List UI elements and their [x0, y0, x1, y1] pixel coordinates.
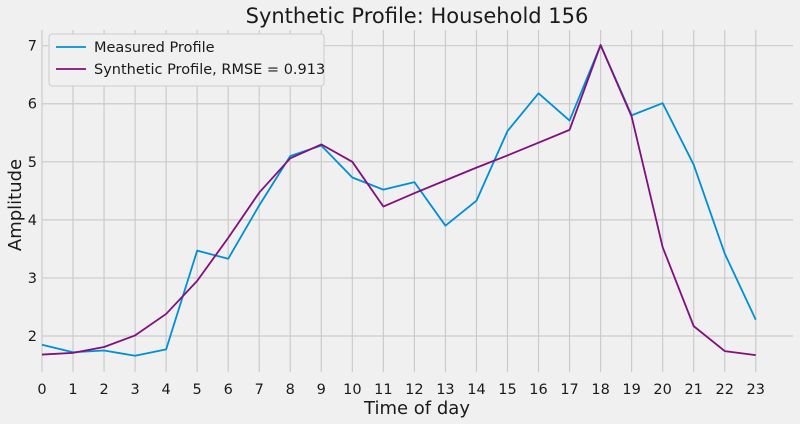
- legend: Measured Profile Synthetic Profile, RMSE…: [48, 33, 325, 87]
- chart-title: Synthetic Profile: Household 156: [246, 4, 589, 28]
- x-tick-label: 14: [467, 382, 485, 398]
- x-tick-label: 6: [224, 382, 233, 398]
- x-tick-label: 2: [99, 382, 108, 398]
- x-tick-label: 10: [343, 382, 361, 398]
- x-tick-label: 20: [653, 382, 671, 398]
- legend-label-measured: Measured Profile: [94, 40, 215, 56]
- y-tick-label: 6: [28, 97, 37, 113]
- x-tick-label: 18: [591, 382, 609, 398]
- x-tick-label: 12: [405, 382, 423, 398]
- x-tick-label: 19: [622, 382, 640, 398]
- x-tick-label: 5: [193, 382, 202, 398]
- x-tick-label: 9: [317, 382, 326, 398]
- x-tick-label: 1: [68, 382, 77, 398]
- x-tick-label: 23: [747, 382, 765, 398]
- y-axis-label: Amplitude: [5, 159, 26, 251]
- x-tick-label: 22: [716, 382, 734, 398]
- synthetic-profile-line: [41, 44, 756, 357]
- series-lines: [41, 44, 757, 357]
- x-tick-label: 15: [498, 382, 516, 398]
- x-tick-label: 13: [436, 382, 454, 398]
- x-tick-label: 7: [255, 382, 264, 398]
- x-tick-label: 16: [529, 382, 547, 398]
- grid: [41, 30, 793, 372]
- x-tick-label: 0: [37, 382, 46, 398]
- x-tick-label: 3: [130, 382, 139, 398]
- x-tick-label: 4: [162, 382, 171, 398]
- x-tick-label: 17: [560, 382, 578, 398]
- y-tick-label: 3: [28, 271, 37, 287]
- y-tick-label: 4: [28, 213, 37, 229]
- x-tick-label: 21: [684, 382, 702, 398]
- y-tick-label: 2: [28, 329, 37, 345]
- tick-labels: 0 1 2 3 4 5 6 7 8 9 10 11 12 13 14 15 16 17 18 19 20 21 22 2323…: [28, 39, 765, 398]
- x-tick-label: 8: [286, 382, 295, 398]
- y-tick-label: 7: [28, 39, 37, 55]
- x-tick-label: 11: [374, 382, 392, 398]
- x-axis-label: Time of day: [363, 398, 470, 419]
- legend-box: [48, 33, 325, 87]
- measured-profile-line: [41, 44, 757, 357]
- y-tick-label: 5: [28, 155, 37, 171]
- legend-label-synthetic: Synthetic Profile, RMSE = 0.913: [94, 62, 325, 78]
